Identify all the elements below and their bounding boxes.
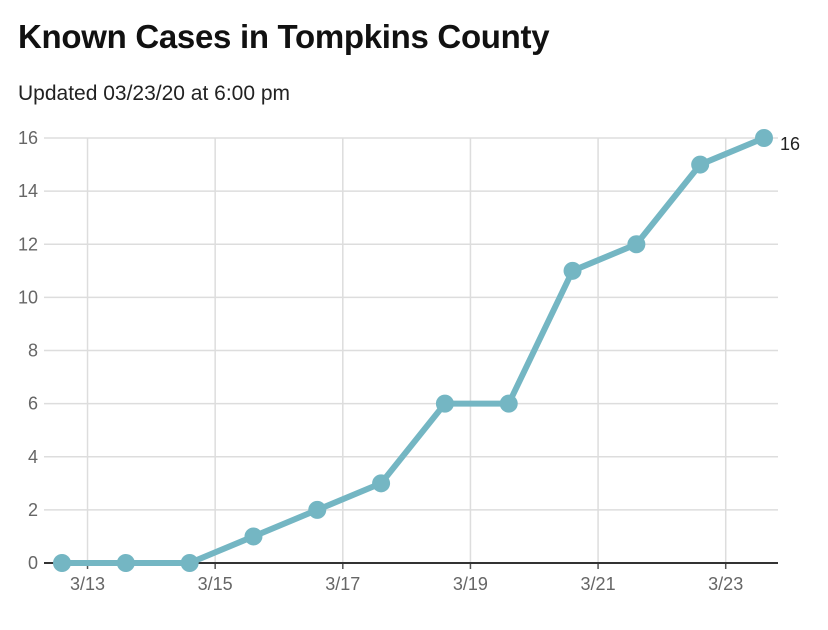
x-tick-label: 3/23 — [708, 574, 743, 594]
y-axis-ticks: 0 2 4 6 8 10 12 14 16 — [18, 128, 38, 573]
data-point — [308, 500, 327, 519]
data-point — [372, 474, 391, 493]
end-value-label: 16 — [780, 134, 800, 154]
data-point — [691, 155, 710, 174]
x-tick-label: 3/19 — [453, 574, 488, 594]
y-tick-label: 0 — [28, 553, 38, 573]
x-axis-ticks: 3/13 3/15 3/17 3/19 3/21 3/23 — [70, 563, 743, 594]
series-line — [59, 135, 767, 566]
x-tick-label: 3/13 — [70, 574, 105, 594]
data-point — [244, 527, 263, 546]
y-tick-label: 6 — [28, 394, 38, 414]
y-tick-label: 12 — [18, 234, 38, 254]
y-tick-label: 16 — [18, 128, 38, 148]
data-points — [53, 129, 773, 572]
x-tick-label: 3/15 — [198, 574, 233, 594]
y-tick-label: 8 — [28, 341, 38, 361]
data-point — [180, 554, 199, 572]
data-point — [435, 394, 454, 413]
data-point — [755, 129, 773, 147]
data-point — [563, 261, 582, 280]
x-tick-label: 3/21 — [581, 574, 616, 594]
x-tick-label: 3/17 — [325, 574, 360, 594]
chart-title: Known Cases in Tompkins County — [18, 18, 550, 55]
y-tick-label: 10 — [18, 287, 38, 307]
data-point — [53, 554, 71, 572]
data-point — [116, 554, 135, 572]
gridlines — [44, 137, 778, 563]
data-point — [627, 235, 646, 254]
chart-subtitle: Updated 03/23/20 at 6:00 pm — [18, 82, 291, 105]
y-tick-label: 2 — [28, 500, 38, 520]
data-point — [499, 394, 518, 413]
y-tick-label: 14 — [18, 181, 38, 201]
y-tick-label: 4 — [28, 447, 38, 467]
